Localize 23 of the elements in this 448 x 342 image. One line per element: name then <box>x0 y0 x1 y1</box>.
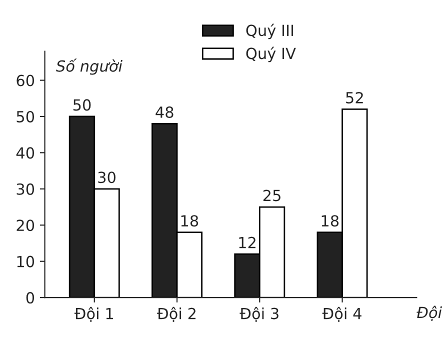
y-tick-label: 30 <box>16 183 34 195</box>
x-tick-label: Đội 1 <box>74 306 113 322</box>
y-tick-label: 60 <box>16 74 34 86</box>
x-tick-label: Đội 3 <box>240 306 278 322</box>
y-tick-label: 0 <box>26 292 34 304</box>
data-label: 18 <box>322 215 339 227</box>
data-label: 52 <box>346 92 363 104</box>
legend-label: Quý III <box>246 24 294 40</box>
legend-label: Quý IV <box>246 46 296 62</box>
data-label: 48 <box>156 106 174 118</box>
y-tick-label: 40 <box>16 147 34 159</box>
data-label: 25 <box>263 190 280 202</box>
data-label: 18 <box>181 215 198 227</box>
y-tick-label: 50 <box>16 110 34 123</box>
x-axis-title: Đội <box>416 306 442 321</box>
x-tick-label: Đội 4 <box>322 306 362 322</box>
y-tick-label: 10 <box>17 256 34 268</box>
x-tick-label: Đội 2 <box>157 306 196 322</box>
y-tick-label: 20 <box>16 220 34 232</box>
y-axis-title: Số người <box>56 58 122 75</box>
data-label: 50 <box>73 99 91 111</box>
data-label: 12 <box>239 236 256 248</box>
data-label: 30 <box>98 172 116 184</box>
